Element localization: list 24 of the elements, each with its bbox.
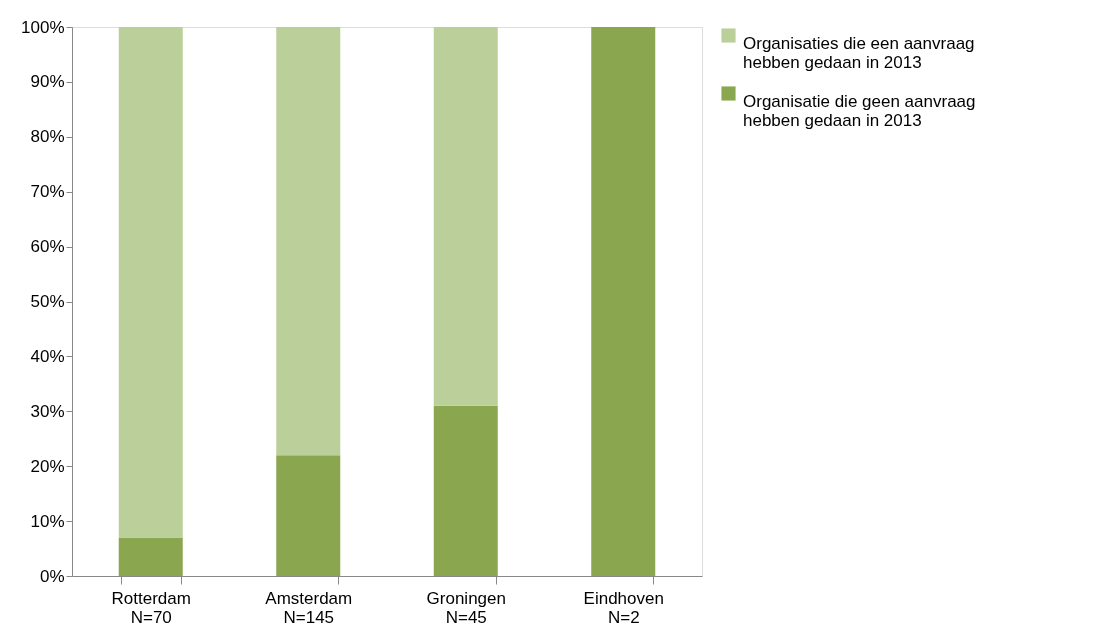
y-tick-label: 10% — [30, 511, 65, 531]
y-tick-label: 20% — [30, 456, 65, 476]
x-tick-label: Amsterdam N=145 — [265, 588, 353, 627]
legend-label: Organisatie die geen aanvraag hebben gedaan in 2013 — [743, 91, 976, 130]
y-tick-label: 40% — [30, 346, 65, 366]
y-tick-label: 30% — [30, 401, 65, 421]
y-tick-label: 60% — [30, 237, 65, 257]
bar — [276, 455, 341, 576]
y-tick-label: 50% — [30, 292, 65, 311]
x-tick-label: Rotterdam N=70 — [111, 588, 191, 627]
y-tick-label: 0% — [39, 566, 65, 586]
bar — [118, 537, 183, 576]
x-tick-label: Groningen N=45 — [426, 588, 506, 627]
bar — [591, 27, 656, 576]
bar — [433, 405, 498, 576]
y-tick-label: 90% — [30, 72, 65, 92]
bar — [276, 27, 341, 456]
legend-label: Organisaties die een aanvraag hebben gedaan in 2013 — [743, 33, 975, 72]
y-tick-label: 70% — [30, 182, 65, 202]
y-tick-label: 80% — [30, 127, 65, 147]
y-tick-label: 100% — [21, 17, 65, 37]
bar — [433, 27, 498, 406]
bar — [118, 27, 183, 538]
x-tick-label: Eindhoven N=2 — [583, 588, 664, 627]
